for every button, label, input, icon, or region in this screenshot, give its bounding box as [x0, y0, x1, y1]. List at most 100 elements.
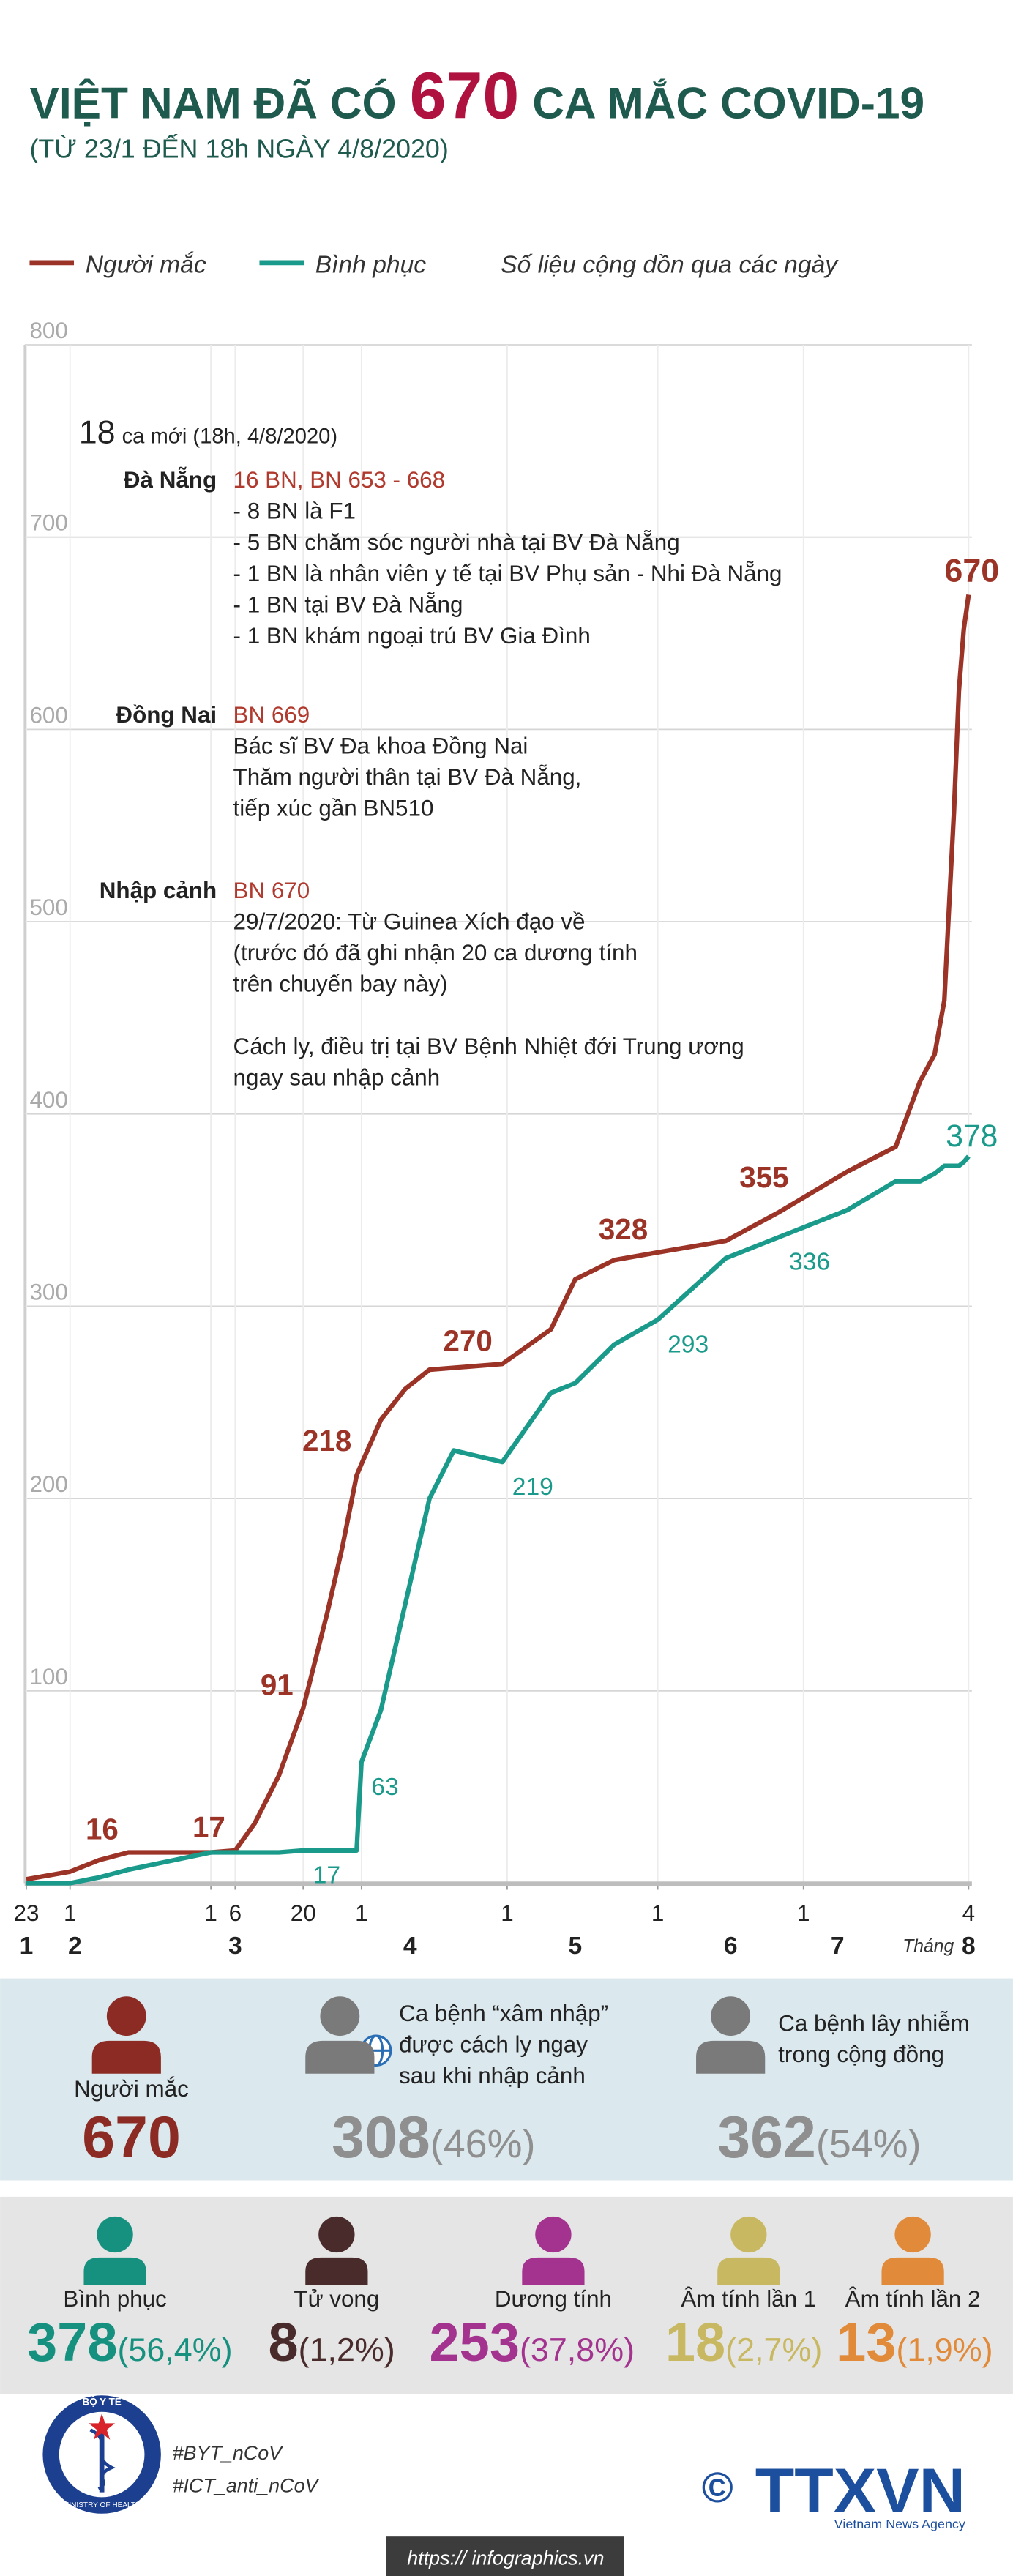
legend-note: Số liệu cộng dồn qua các ngày: [501, 251, 839, 278]
month-label: 3: [228, 1933, 242, 1960]
note-line: - 1 BN tại BV Đà Nẵng: [233, 592, 463, 618]
note-line: (trước đó đã ghi nhận 20 ca dương tính: [233, 940, 638, 966]
month-label: 6: [724, 1933, 738, 1960]
person-head: [711, 1996, 751, 2036]
outcome-number: 8(1,2%): [269, 2312, 395, 2372]
person-icon: [881, 2216, 944, 2286]
outcome-share: (2,7%): [725, 2331, 822, 2368]
outcome-number: 18(2,7%): [665, 2312, 822, 2372]
title-number: 670: [410, 59, 520, 132]
data-label: 670: [944, 552, 999, 589]
month-label: 8: [962, 1933, 976, 1960]
outcome-value: 8: [269, 2312, 299, 2372]
summary-share: (46%): [430, 2122, 536, 2166]
data-label: 17: [313, 1862, 340, 1889]
x-tick-label: 4: [962, 1900, 975, 1926]
note-ids: BN 670: [233, 878, 310, 903]
data-label: 17: [192, 1810, 225, 1844]
note-line: 29/7/2020: Từ Guinea Xích đạo về: [233, 908, 586, 934]
y-tick-label: 100: [29, 1664, 67, 1690]
person-icon: [91, 1996, 161, 2074]
outcome-value: 378: [27, 2312, 117, 2372]
data-label: 63: [371, 1774, 398, 1801]
person-body: [305, 2257, 368, 2286]
agency-sub: Vietnam News Agency: [834, 2517, 965, 2531]
outcome-value: 18: [665, 2312, 725, 2372]
legend-label: Người mắc: [86, 251, 206, 278]
y-tick-label: 200: [29, 1471, 67, 1497]
note-line: - 5 BN chăm sóc người nhà tại BV Đà Nẵng: [233, 529, 680, 555]
logo-text: MINISTRY OF HEALTH: [63, 2501, 141, 2509]
x-tick-label: 6: [229, 1900, 242, 1926]
data-label: 328: [599, 1212, 648, 1246]
person-icon: [696, 1996, 766, 2074]
outcome-share: (1,9%): [896, 2331, 993, 2368]
person-icon: [522, 2216, 585, 2286]
person-head: [318, 2216, 355, 2253]
month-label: 4: [403, 1933, 417, 1960]
x-axis: [24, 1881, 972, 1887]
y-tick-label: 400: [29, 1087, 67, 1113]
note-ids: 16 BN, BN 653 - 668: [233, 467, 446, 493]
month-label: 7: [831, 1933, 845, 1960]
summary-label: được cách ly ngay: [399, 2032, 588, 2058]
y-tick-label: 300: [29, 1279, 67, 1304]
copyright: ©: [702, 2464, 733, 2512]
series-line: [26, 594, 971, 1882]
summary-label: sau khi nhập cảnh: [399, 2063, 586, 2088]
summary-value: 362: [717, 2105, 816, 2170]
outcome-label: Bình phục: [63, 2286, 166, 2312]
summary-value: 670: [82, 2105, 181, 2170]
note-line: - 1 BN là nhân viên y tế tại BV Phụ sản …: [233, 561, 782, 586]
person-head: [320, 1996, 360, 2036]
person-body: [881, 2257, 944, 2286]
person-head: [106, 1996, 146, 2036]
person-icon: [305, 1996, 375, 2074]
summary-panel: [0, 1978, 1013, 2181]
person-icon: [305, 2216, 368, 2286]
x-tick-label: 1: [64, 1900, 76, 1926]
month-label: 1: [20, 1933, 34, 1960]
x-tick-label: 1: [501, 1900, 513, 1926]
person-icon: [717, 2216, 780, 2286]
summary-label: Người mắc: [74, 2076, 189, 2102]
logo-text: BỘ Y TẾ: [83, 2397, 122, 2408]
outcome-value: 253: [430, 2312, 520, 2372]
agency-logo: TTXVN: [755, 2457, 965, 2526]
person-body: [305, 2040, 375, 2074]
outcome-number: 13(1,9%): [836, 2312, 993, 2372]
summary-number: 362(54%): [717, 2105, 921, 2170]
outcome-number: 253(37,8%): [430, 2312, 635, 2372]
person-head: [730, 2216, 767, 2253]
summary-number: 308(46%): [332, 2105, 535, 2170]
note-place: Đồng Nai: [116, 702, 217, 728]
outcome-share: (1,2%): [299, 2331, 395, 2368]
note-ids: BN 669: [233, 702, 310, 728]
legend-label: Bình phục: [315, 251, 427, 278]
hashtag: #BYT_nCoV: [173, 2442, 285, 2464]
outcome-label: Dương tính: [495, 2286, 612, 2312]
x-tick-label: 20: [291, 1900, 316, 1926]
data-label: 293: [668, 1332, 709, 1359]
url-bar: [386, 2536, 624, 2576]
data-label: 16: [86, 1812, 119, 1846]
summary-share: (54%): [816, 2122, 922, 2166]
ministry-logo: [42, 2395, 161, 2514]
title-suffix: CA MẮC COVID-19: [532, 78, 924, 127]
person-head: [97, 2216, 133, 2253]
data-label: 219: [512, 1474, 553, 1501]
outcome-label: Âm tính lần 1: [681, 2286, 816, 2312]
title-prefix: VIỆT NAM ĐÃ CÓ: [29, 78, 396, 127]
month-label: 2: [68, 1933, 82, 1960]
title: VIỆT NAM ĐÃ CÓ 670 CA MẮC COVID-19: [29, 59, 924, 132]
outcome-value: 13: [836, 2312, 896, 2372]
subtitle: (TỪ 23/1 ĐẾN 18h NGÀY 4/8/2020): [29, 134, 448, 163]
person-icon: [83, 2216, 146, 2286]
summary-value: 308: [332, 2105, 430, 2170]
note-count: 18 ca mới (18h, 4/8/2020): [79, 414, 337, 451]
x-tick-label: 1: [797, 1900, 810, 1926]
note-line: Bác sĩ BV Đa khoa Đồng Nai: [233, 733, 528, 758]
data-label: 91: [261, 1668, 294, 1702]
person-body: [522, 2257, 585, 2286]
